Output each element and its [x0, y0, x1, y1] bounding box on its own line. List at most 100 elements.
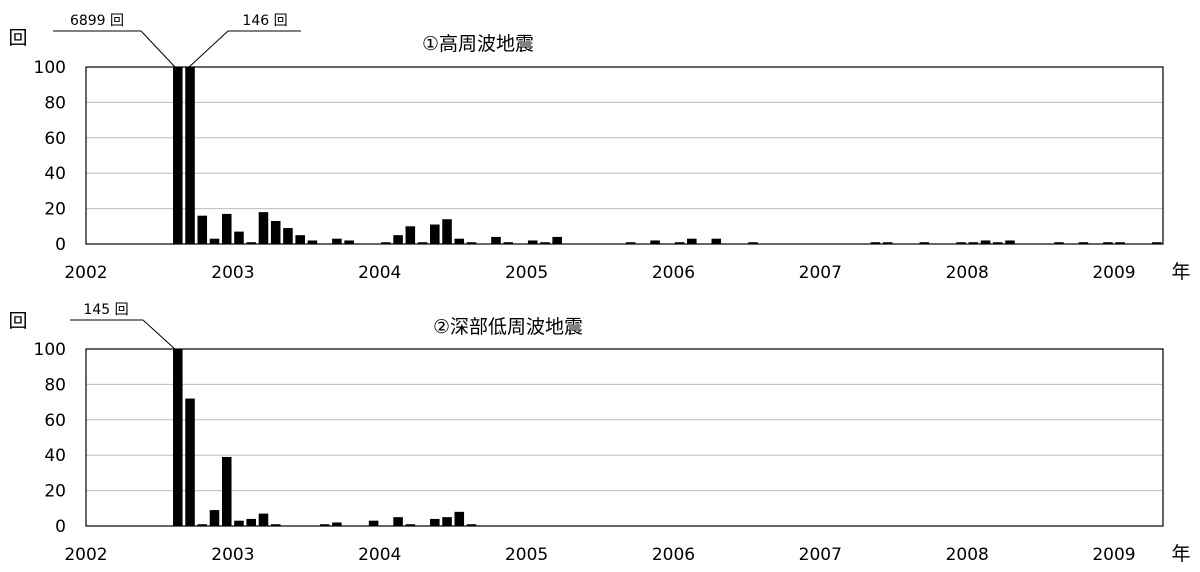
callout-label: 6899 回 — [70, 13, 124, 29]
bar — [1078, 242, 1089, 244]
bar — [980, 240, 991, 244]
x-tick-label: 2009 — [1092, 263, 1135, 283]
bar — [209, 238, 220, 244]
bar — [368, 520, 379, 526]
bar — [295, 235, 305, 244]
x-tick-label: 2006 — [652, 545, 695, 565]
x-tick-label: 2004 — [358, 545, 401, 565]
bar — [173, 349, 183, 526]
callout-leader — [140, 30, 177, 69]
bar — [650, 240, 660, 244]
y-tick-label: 100 — [34, 58, 66, 78]
bar — [332, 238, 342, 244]
bar — [1115, 242, 1125, 244]
bar — [1054, 242, 1064, 244]
bar — [919, 242, 930, 244]
bar — [674, 242, 685, 244]
callout-leader — [187, 30, 229, 69]
bar — [491, 236, 501, 244]
gridlines — [86, 383, 1163, 492]
bar-series — [173, 67, 1162, 244]
x-tick-label: 2002 — [64, 545, 107, 565]
bar — [1103, 242, 1113, 244]
bar — [454, 511, 465, 526]
chart-panel-2: 0 20 40 60 80 100 2002 2003 2004 2005 2006 2007 2008… — [8, 302, 1190, 565]
y-tick-label: 60 — [44, 129, 66, 149]
chart-title: ②深部低周波地震 — [433, 316, 583, 338]
y-tick-label: 40 — [44, 164, 66, 184]
x-tick-label: 2002 — [64, 263, 107, 283]
bar — [258, 212, 269, 244]
bar — [540, 242, 550, 244]
bar — [283, 228, 293, 244]
bar — [956, 242, 966, 244]
bar — [993, 242, 1003, 244]
bar — [319, 524, 330, 526]
x-axis-unit: 年 — [1171, 543, 1190, 565]
bar — [221, 456, 232, 526]
x-tick-label: 2003 — [211, 263, 254, 283]
y-tick-label: 20 — [44, 482, 66, 502]
chart-title: ①高周波地震 — [422, 33, 534, 55]
bar-series — [173, 349, 477, 526]
bar — [968, 242, 979, 244]
bar — [1152, 242, 1162, 244]
bar — [466, 242, 477, 244]
y-tick-label: 80 — [44, 93, 66, 113]
chart-panel-1: 0 20 40 60 80 100 2002 2003 2004 2005 2006 2007 2008… — [8, 13, 1190, 283]
overflow-callout: 146 回 — [187, 13, 301, 69]
y-tick-label: 20 — [44, 200, 66, 220]
y-tick-label: 0 — [55, 235, 66, 255]
bar — [711, 238, 722, 244]
y-tick-label: 40 — [44, 446, 66, 466]
x-tick-label: 2006 — [652, 263, 695, 283]
bar — [173, 67, 183, 244]
x-tick-label: 2009 — [1092, 545, 1135, 565]
bar — [466, 524, 477, 526]
bar — [454, 238, 465, 244]
bar — [234, 520, 244, 526]
x-tick-label: 2008 — [946, 545, 989, 565]
bar — [527, 240, 538, 244]
bar — [405, 226, 416, 244]
overflow-callout: 6899 回 — [53, 13, 177, 69]
bar — [625, 242, 636, 244]
x-tick-label: 2007 — [799, 263, 842, 283]
bar — [430, 224, 440, 244]
y-tick-label: 0 — [55, 517, 66, 537]
bar — [748, 242, 758, 244]
bar — [234, 231, 244, 244]
plot-frame — [85, 348, 1164, 527]
bar — [393, 517, 403, 526]
bar — [882, 242, 893, 244]
y-tick-label: 80 — [44, 375, 66, 395]
plot-frame — [85, 66, 1164, 245]
bar — [393, 235, 403, 244]
x-tick-label: 2004 — [358, 263, 401, 283]
gridlines — [86, 101, 1163, 210]
bar — [270, 220, 281, 244]
x-tick-label: 2003 — [211, 545, 254, 565]
bar — [221, 213, 232, 244]
bar — [185, 398, 195, 526]
x-tick-label: 2005 — [505, 545, 548, 565]
bar — [258, 513, 269, 526]
bar — [1005, 240, 1015, 244]
bar — [430, 518, 440, 526]
bar — [332, 522, 342, 526]
bar — [209, 510, 220, 526]
callout-label: 146 回 — [242, 13, 287, 29]
bar — [381, 242, 391, 244]
y-tick-label: 60 — [44, 411, 66, 431]
bar — [197, 524, 208, 526]
bar — [344, 240, 354, 244]
x-tick-label: 2005 — [505, 263, 548, 283]
bar — [503, 242, 514, 244]
callout-leader — [142, 319, 177, 351]
bar — [197, 215, 208, 244]
x-tick-label: 2008 — [946, 263, 989, 283]
bar — [687, 238, 697, 244]
y-axis-unit: 回 — [8, 310, 27, 332]
